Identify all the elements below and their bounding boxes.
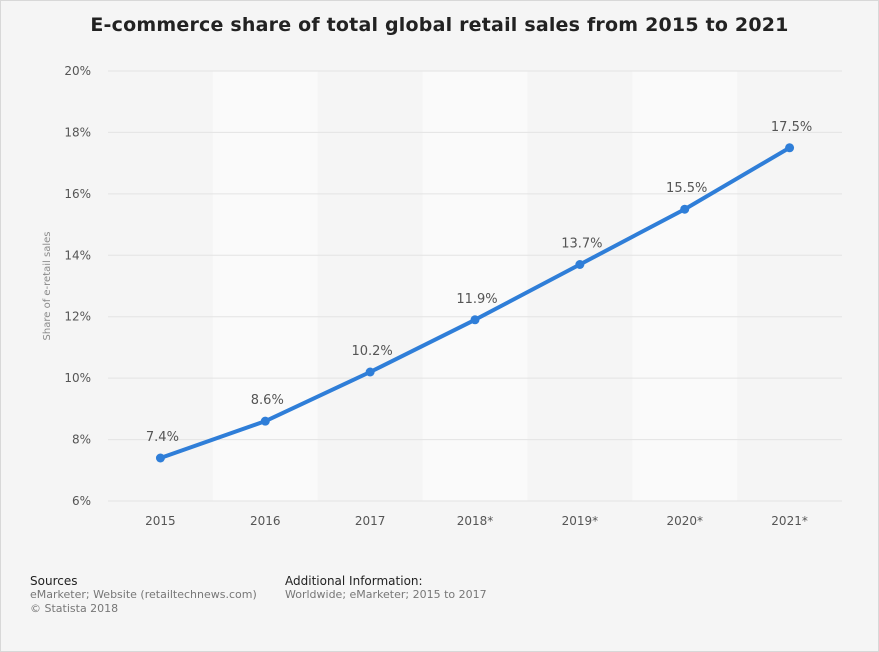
data-point: [785, 143, 795, 153]
x-tick-label: 2020*: [666, 514, 703, 528]
y-tick-label: 12%: [64, 310, 91, 324]
data-label: 10.2%: [351, 344, 392, 359]
data-point: [680, 204, 690, 214]
series-line-group: [155, 143, 795, 463]
copyright-line: © Statista 2018: [30, 602, 119, 615]
x-tick-label: 2016: [250, 514, 281, 528]
data-label: 7.4%: [146, 430, 179, 445]
data-label: 8.6%: [251, 393, 284, 408]
additional-info-block: Additional Information: Worldwide; eMark…: [285, 574, 487, 602]
data-point: [470, 315, 480, 325]
y-tick-label: 6%: [72, 494, 91, 508]
y-tick-label: 16%: [64, 187, 91, 201]
data-label: 17.5%: [771, 120, 812, 135]
x-tick-label: 2015: [145, 514, 176, 528]
x-axis-ticks: 2015 2016 2017 2018* 2019* 2020* 2021*: [145, 514, 808, 528]
y-tick-label: 14%: [64, 248, 91, 262]
category-band: [422, 71, 528, 501]
additional-info-heading: Additional Information:: [285, 574, 423, 588]
category-band: [212, 71, 318, 501]
data-point: [155, 453, 165, 463]
x-tick-label: 2017: [355, 514, 386, 528]
x-tick-label: 2021*: [771, 514, 808, 528]
category-band: [632, 71, 738, 501]
gridlines: [108, 70, 842, 502]
sources-heading: Sources: [30, 574, 78, 588]
y-axis-ticks: 6% 8% 10% 12% 14% 16% 18% 20%: [64, 64, 91, 508]
data-point: [575, 260, 585, 269]
y-tick-label: 10%: [64, 371, 91, 385]
additional-info-line: Worldwide; eMarketer; 2015 to 2017: [285, 588, 487, 601]
data-label: 15.5%: [666, 181, 707, 196]
x-tick-label: 2019*: [562, 514, 599, 528]
y-tick-label: 18%: [64, 125, 91, 139]
y-axis-label: Share of e-retail sales: [42, 232, 53, 341]
data-labels: 7.4% 8.6% 10.2% 11.9% 13.7% 15.5% 17.5%: [146, 120, 812, 445]
chart-title: E-commerce share of total global retail …: [90, 14, 789, 36]
sources-line: eMarketer; Website (retailtechnews.com): [30, 588, 257, 601]
sources-block: Sources eMarketer; Website (retailtechne…: [30, 574, 257, 616]
data-point: [365, 367, 375, 377]
y-tick-label: 8%: [72, 433, 91, 447]
x-tick-label: 2018*: [457, 514, 494, 528]
line-chart: 6% 8% 10% 12% 14% 16% 18% 20% 2015 2016 2017 2018*…: [42, 64, 842, 528]
y-tick-label: 20%: [64, 64, 91, 78]
data-point: [260, 416, 270, 426]
data-label: 11.9%: [456, 292, 497, 307]
data-label: 13.7%: [561, 237, 602, 252]
category-bands: [212, 71, 738, 501]
